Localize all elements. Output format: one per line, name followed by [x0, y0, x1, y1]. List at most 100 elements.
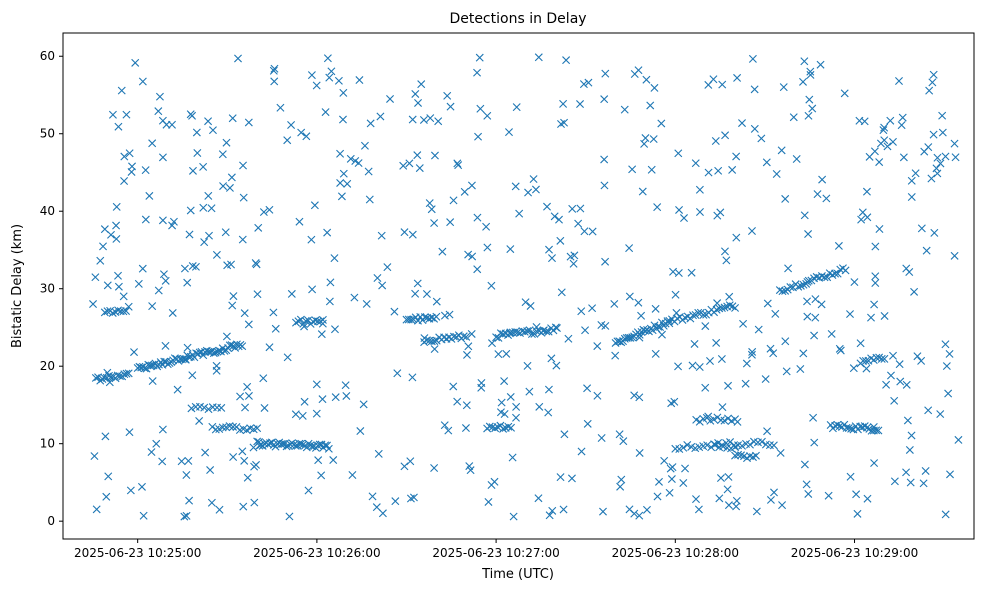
detection-point: [487, 281, 496, 290]
detection-point: [766, 344, 775, 353]
detection-point: [620, 105, 629, 114]
detection-point: [323, 54, 332, 63]
detection-point: [691, 159, 700, 168]
detection-point: [863, 494, 872, 503]
detection-point: [739, 319, 748, 328]
detection-point: [771, 309, 780, 318]
detection-point: [886, 371, 895, 380]
detection-point: [158, 457, 167, 466]
detection-point: [653, 203, 662, 212]
track-point: [277, 440, 286, 449]
detection-point: [611, 351, 620, 360]
detection-point: [191, 262, 200, 271]
detection-point: [168, 308, 177, 317]
detection-point: [741, 379, 750, 388]
track-point: [525, 326, 534, 335]
track-point: [449, 332, 458, 341]
detection-point: [799, 77, 808, 86]
track-point: [737, 451, 746, 460]
detection-point: [413, 279, 422, 288]
detection-point: [903, 416, 912, 425]
detection-point: [89, 300, 98, 309]
detection-point: [419, 115, 428, 124]
detection-point: [911, 169, 920, 178]
detection-point: [929, 70, 938, 79]
track-point: [820, 273, 829, 282]
detection-point: [907, 176, 916, 185]
detection-point: [287, 289, 296, 298]
detection-point: [376, 112, 385, 121]
detection-point: [862, 364, 871, 373]
detection-point: [642, 75, 651, 84]
track-point: [297, 439, 306, 448]
detection-point: [173, 385, 182, 394]
detection-point: [674, 149, 683, 158]
detection-point: [356, 427, 365, 436]
detection-point: [271, 324, 280, 333]
detection-point: [249, 443, 258, 452]
detection-point: [870, 459, 879, 468]
detection-point: [628, 165, 637, 174]
detection-point: [236, 392, 245, 401]
detection-point: [119, 292, 128, 301]
detection-point: [601, 257, 610, 266]
detection-point: [462, 401, 471, 410]
detection-point: [562, 56, 571, 65]
detection-point: [769, 349, 778, 358]
detection-point: [225, 183, 234, 192]
track-point: [217, 403, 226, 412]
detection-point: [112, 202, 121, 211]
detection-point: [569, 259, 578, 268]
detection-point: [871, 278, 880, 287]
detection-point: [557, 288, 566, 297]
track-point: [160, 357, 169, 366]
detection-point: [477, 383, 486, 392]
track-point: [847, 424, 856, 433]
detection-point: [593, 391, 602, 400]
detection-point: [888, 137, 897, 146]
track-point: [211, 425, 220, 434]
track-point: [523, 327, 532, 336]
detection-point: [680, 214, 688, 223]
detection-point: [777, 146, 786, 155]
detection-point: [99, 242, 108, 251]
detection-point: [244, 320, 253, 329]
detection-point: [120, 152, 129, 161]
x-tick-label: 2025-06-23 10:28:00: [612, 546, 739, 560]
detection-point: [601, 69, 610, 78]
detection-point: [252, 460, 261, 469]
detection-point: [265, 205, 274, 214]
detection-point: [420, 338, 429, 347]
detection-point: [907, 193, 916, 201]
detection-point: [512, 402, 521, 411]
detection-point: [155, 92, 164, 101]
detection-point: [902, 380, 911, 389]
detection-point: [453, 159, 462, 168]
track-point: [877, 354, 886, 363]
detection-point: [921, 466, 930, 475]
detection-point: [910, 287, 919, 296]
track-point: [720, 416, 729, 425]
detection-point: [464, 342, 473, 351]
detection-point: [134, 279, 143, 288]
detection-point: [732, 496, 741, 505]
detection-point: [337, 192, 346, 201]
detection-point: [630, 391, 639, 400]
detection-point: [158, 425, 167, 434]
detection-point: [103, 368, 112, 377]
detection-point: [297, 128, 306, 137]
detection-point: [430, 219, 439, 228]
detection-point: [484, 497, 493, 506]
detection-point: [942, 362, 951, 371]
detection-point: [90, 452, 99, 461]
detection-point: [634, 298, 643, 307]
detection-point: [180, 512, 189, 521]
detection-point: [679, 478, 688, 487]
detection-point: [692, 495, 700, 504]
detection-point: [506, 245, 515, 254]
detection-point: [497, 398, 506, 407]
detection-point: [177, 457, 186, 466]
detection-point: [895, 360, 904, 369]
detection-point: [321, 108, 330, 117]
